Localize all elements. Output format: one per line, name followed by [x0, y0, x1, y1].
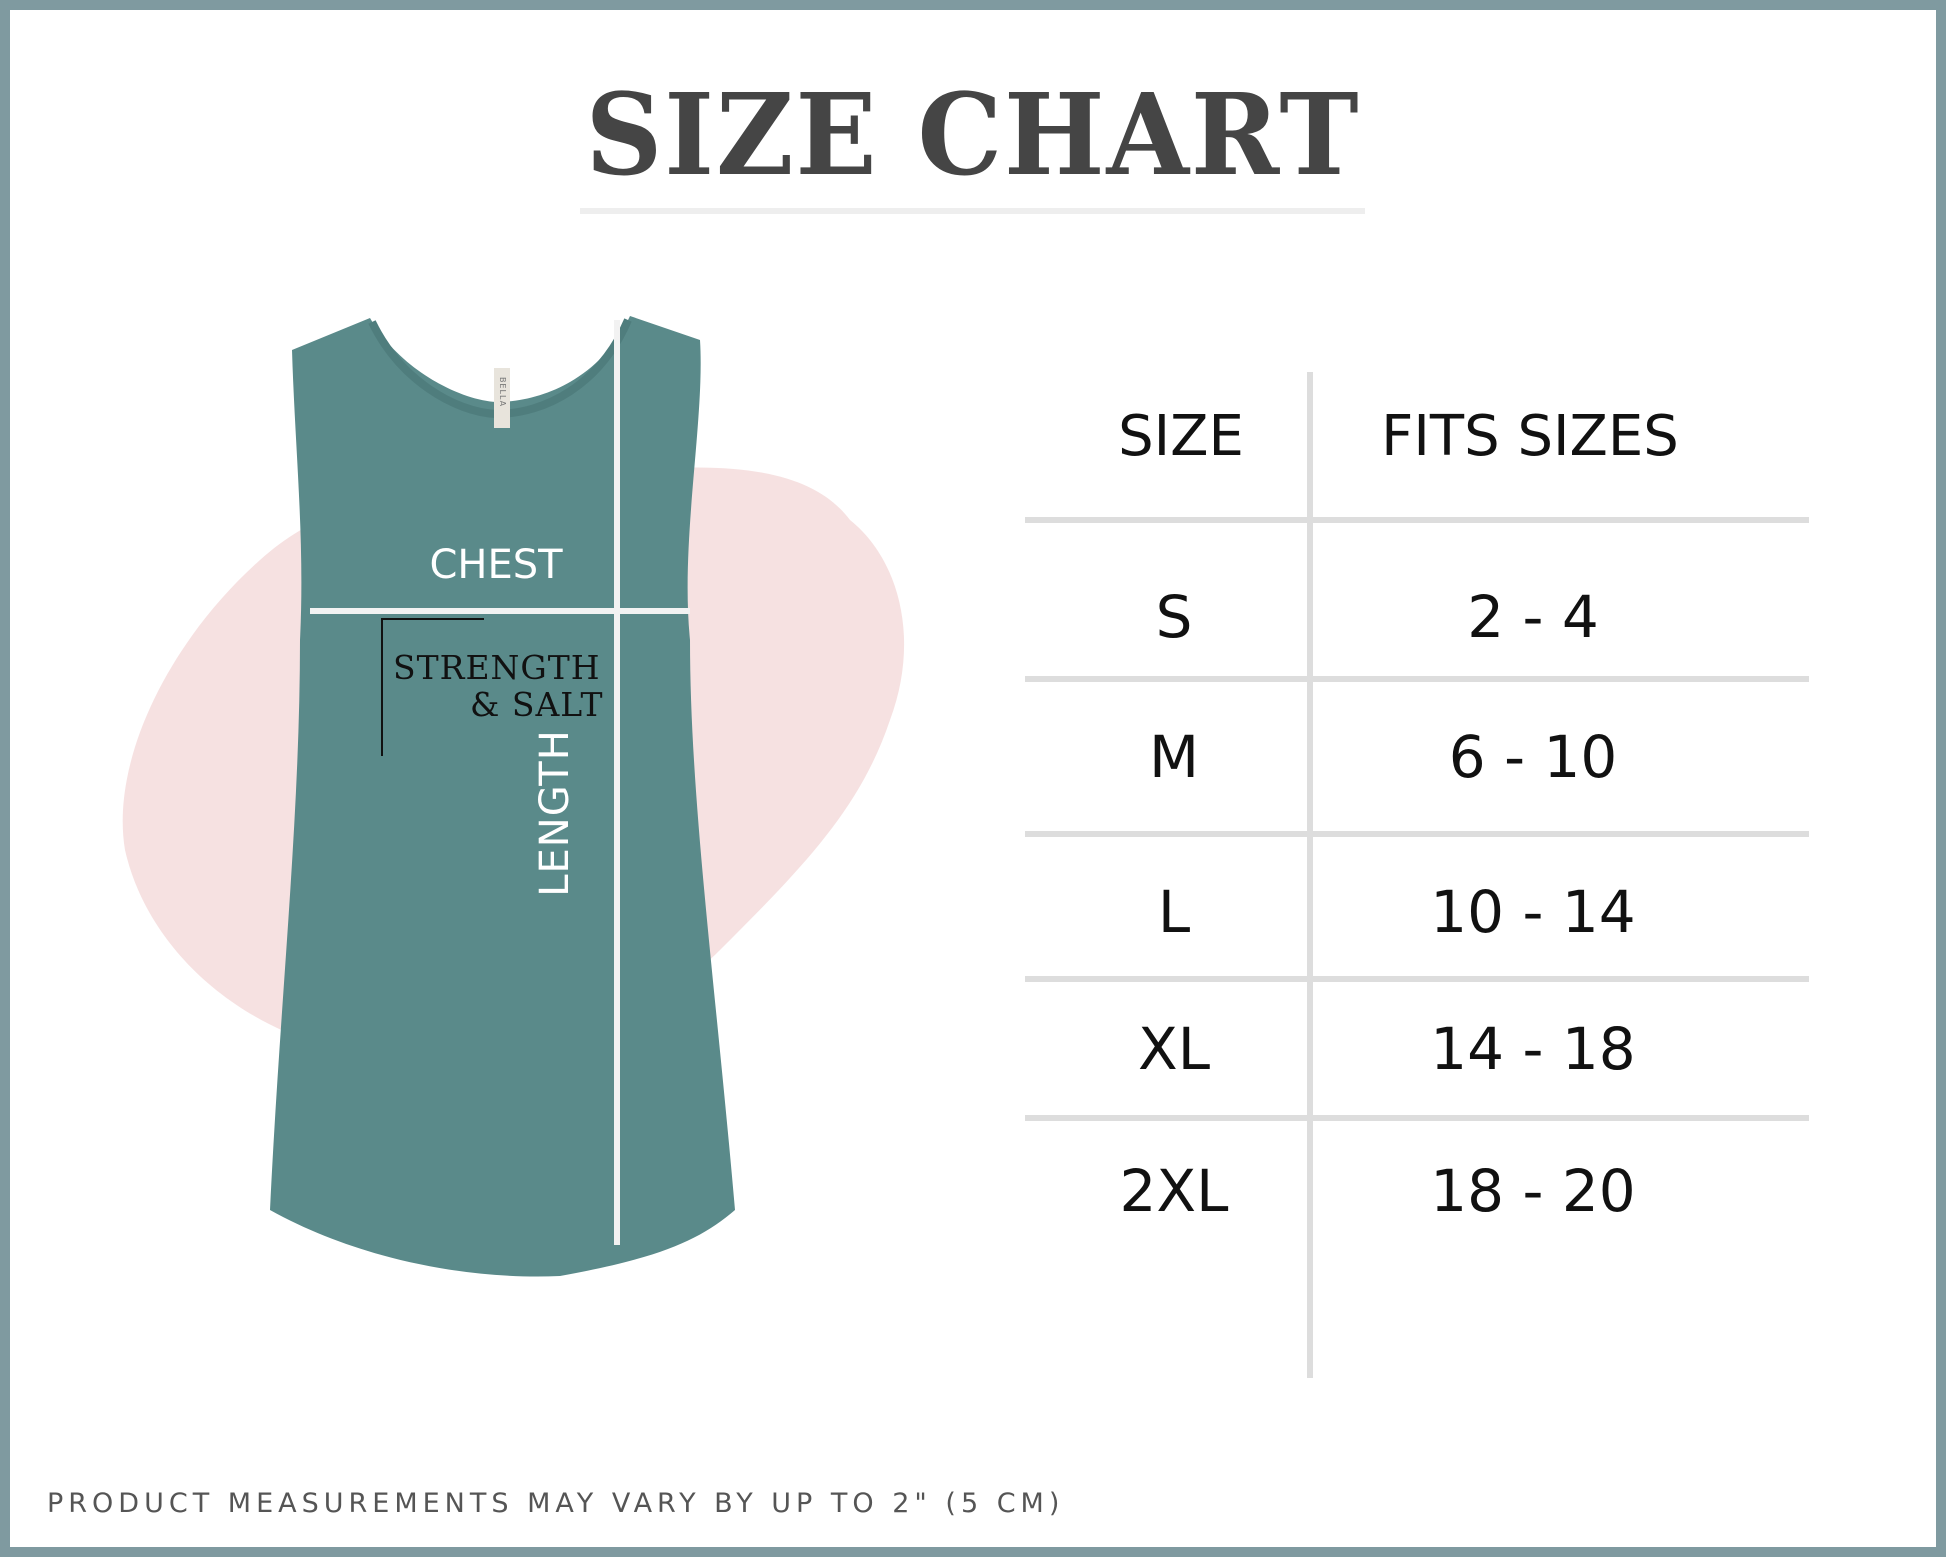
length-measure-line: [614, 320, 620, 1245]
row-divider: [1025, 1115, 1809, 1121]
header-fits-sizes: FITS SIZES: [1381, 404, 1679, 469]
size-cell: S: [1155, 583, 1193, 651]
fits-cell: 10 - 14: [1430, 878, 1636, 946]
fits-cell: 6 - 10: [1448, 723, 1618, 791]
measurement-disclaimer: PRODUCT MEASUREMENTS MAY VARY BY UP TO 2…: [47, 1488, 1065, 1519]
tank-top: [270, 316, 735, 1277]
logo-bracket-horizontal: [381, 618, 484, 620]
row-divider: [1025, 517, 1809, 523]
brand-tag-text: BELLA: [498, 376, 507, 408]
column-divider: [1307, 372, 1313, 1378]
print-logo-line1: STRENGTH: [393, 648, 601, 687]
fits-cell: 2 - 4: [1467, 583, 1599, 651]
row-divider: [1025, 676, 1809, 682]
chest-measure-line: [310, 608, 690, 614]
row-divider: [1025, 976, 1809, 982]
chest-label: CHEST: [429, 542, 563, 588]
size-cell: 2XL: [1119, 1157, 1229, 1225]
logo-bracket-vertical: [381, 618, 383, 756]
page-title: SIZE CHART: [585, 70, 1361, 201]
length-label: LENGTH: [532, 729, 578, 897]
title-underline: [580, 208, 1365, 214]
fits-cell: 14 - 18: [1430, 1015, 1636, 1083]
row-divider: [1025, 831, 1809, 837]
size-cell: XL: [1137, 1015, 1211, 1083]
size-cell: M: [1148, 723, 1200, 791]
header-size: SIZE: [1118, 404, 1244, 469]
brand-tag: [494, 368, 510, 428]
fits-cell: 18 - 20: [1430, 1157, 1636, 1225]
print-logo-line2: & SALT: [470, 685, 604, 724]
size-cell: L: [1157, 878, 1191, 946]
